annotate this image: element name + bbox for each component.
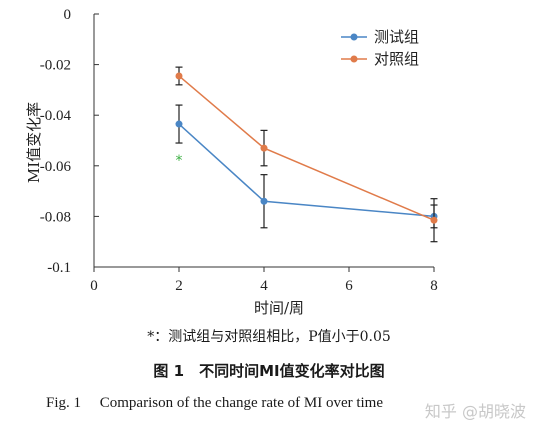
legend-marker: [350, 33, 358, 41]
y-tick-label: -0.1: [47, 260, 71, 276]
x-tick-label: 8: [430, 278, 438, 294]
legend-label: 对照组: [374, 50, 419, 68]
x-axis-title: 时间/周: [254, 299, 304, 317]
watermark: 知乎 @胡晓波: [424, 402, 526, 421]
data-point: [260, 144, 268, 152]
data-point: [430, 216, 438, 224]
y-tick-label: 0: [64, 7, 72, 23]
significance-note: *：测试组与对照组相比，P值小于0.05: [147, 329, 391, 345]
legend-marker: [350, 55, 358, 63]
significance-marker: *: [176, 153, 183, 169]
y-tick-label: -0.02: [40, 58, 71, 74]
legend-label: 测试组: [374, 28, 419, 46]
y-tick-label: -0.04: [40, 108, 72, 124]
data-point: [260, 197, 268, 205]
data-point: [175, 72, 183, 80]
series-line-2: [178, 75, 435, 221]
x-tick-label: 2: [175, 278, 183, 294]
series-line-1: [178, 123, 435, 218]
y-tick-label: -0.08: [40, 209, 71, 225]
data-point: [175, 120, 183, 128]
mi-change-rate-chart: 0 -0.02 -0.04 -0.06 -0.08 -0.1 0 2 4 6 8 时间/周 MI值变化率…: [25, 7, 438, 317]
x-tick-label: 6: [345, 278, 353, 294]
x-tick-label: 4: [260, 278, 268, 294]
figure-title-cn: 图 1 不同时间MI值变化率对比图: [153, 362, 385, 380]
y-axis-title: MI值变化率: [25, 102, 43, 183]
x-tick-label: 0: [90, 278, 98, 294]
figure-title-en: Fig. 1 Comparison of the change rate of …: [46, 395, 384, 411]
y-tick-label: -0.06: [40, 159, 72, 175]
